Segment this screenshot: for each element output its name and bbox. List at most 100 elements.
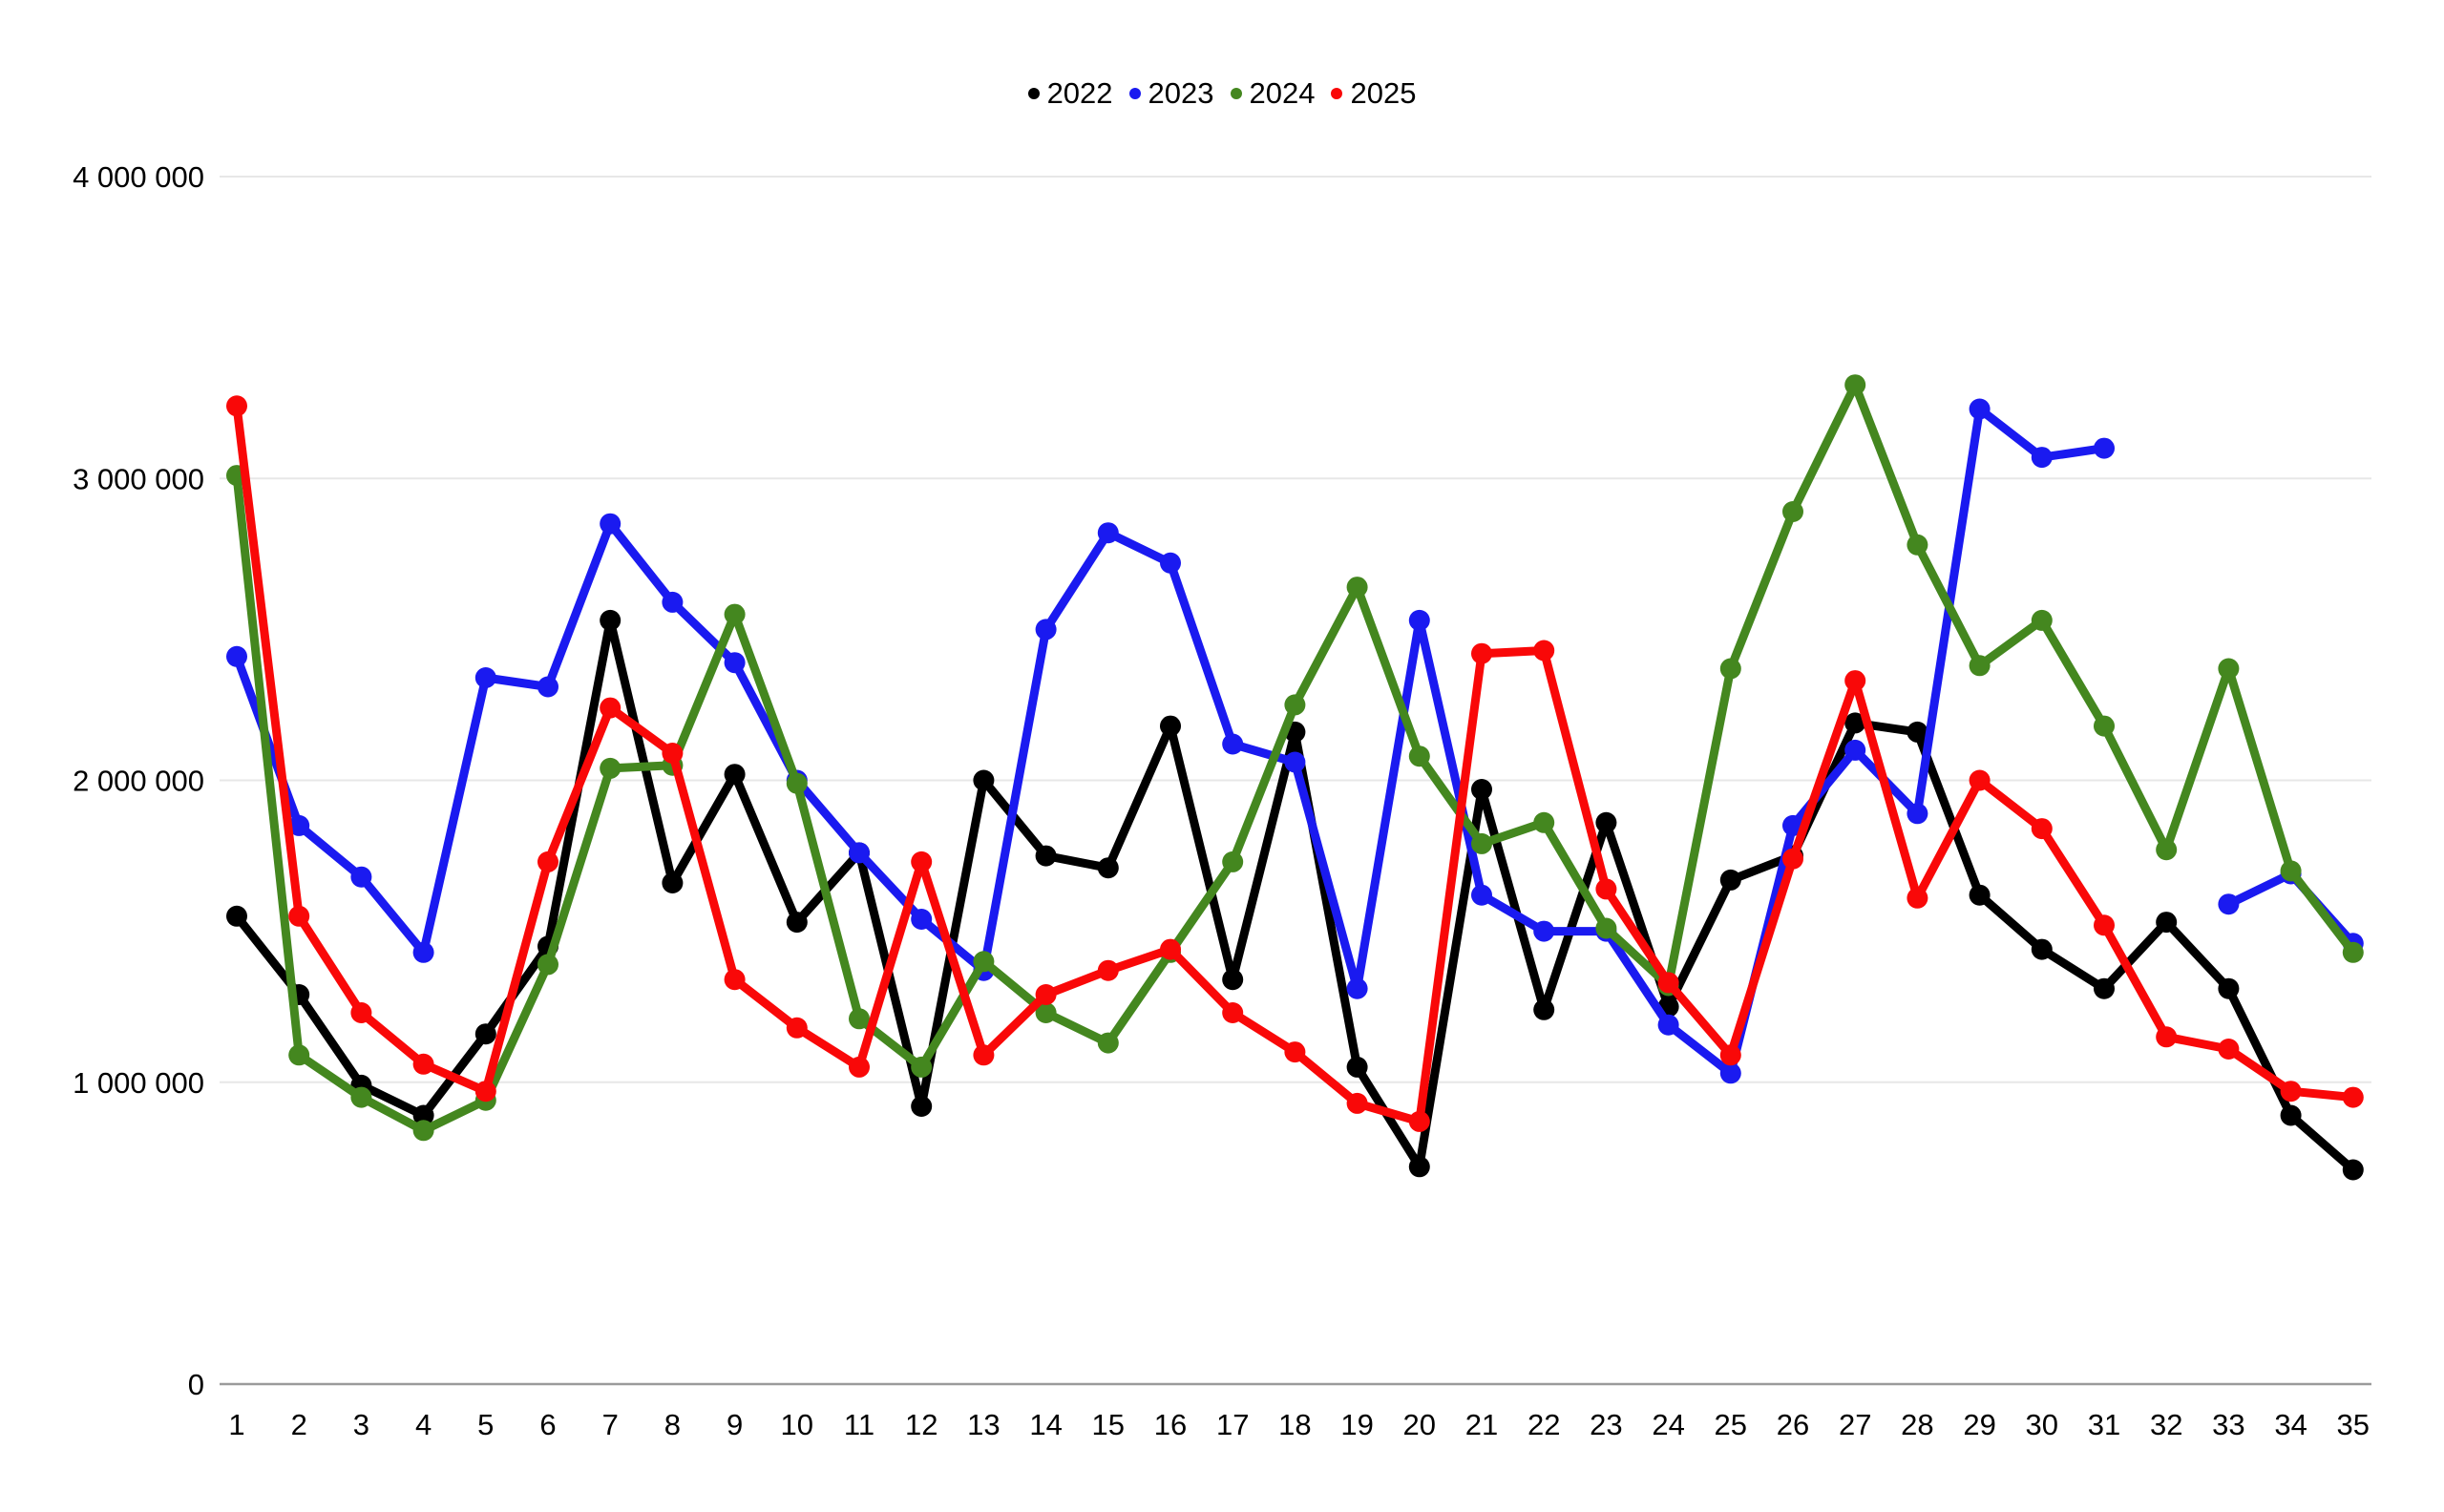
chart-legend: 2022 2023 2024 2025 xyxy=(0,76,2444,111)
y-tick-label-2000000: 2 000 000 xyxy=(73,765,204,798)
data-point-2025-4 xyxy=(412,1053,434,1075)
data-point-2024-21 xyxy=(1471,832,1492,854)
data-point-2023-17 xyxy=(1222,733,1244,755)
x-tick-label-34: 34 xyxy=(2274,1408,2307,1441)
x-tick-label-27: 27 xyxy=(1839,1408,1871,1441)
data-point-2024-19 xyxy=(1346,577,1368,598)
x-tick-label-3: 3 xyxy=(353,1408,369,1441)
data-point-2023-2 xyxy=(288,814,310,836)
x-tick-label-11: 11 xyxy=(844,1408,874,1441)
data-point-2024-20 xyxy=(1408,746,1430,767)
data-point-2024-3 xyxy=(350,1086,372,1108)
data-point-2025-7 xyxy=(600,697,622,719)
data-point-2022-29 xyxy=(1969,884,1991,906)
x-tick-label-4: 4 xyxy=(415,1408,432,1441)
data-point-2025-8 xyxy=(662,743,684,764)
data-point-2024-7 xyxy=(600,757,622,779)
data-point-2025-10 xyxy=(786,1017,808,1039)
legend-label-2024: 2024 xyxy=(1249,76,1316,110)
data-point-2022-9 xyxy=(724,764,746,786)
data-point-2025-13 xyxy=(973,1044,995,1066)
data-point-2025-16 xyxy=(1160,938,1181,960)
data-point-2023-4 xyxy=(412,941,434,963)
legend-item-2022[interactable]: 2022 xyxy=(1027,76,1113,111)
data-point-2024-34 xyxy=(2280,860,2302,882)
data-point-2025-29 xyxy=(1969,769,1991,791)
data-point-2024-9 xyxy=(724,603,746,625)
data-point-2023-20 xyxy=(1408,609,1430,631)
data-point-2022-28 xyxy=(1907,721,1928,743)
y-tick-label-3000000: 3 000 000 xyxy=(73,462,204,495)
data-point-2025-23 xyxy=(1595,878,1617,900)
data-point-2024-10 xyxy=(786,772,808,794)
x-tick-label-1: 1 xyxy=(228,1408,244,1441)
x-tick-label-29: 29 xyxy=(1963,1408,1995,1441)
data-point-2025-2 xyxy=(288,905,310,927)
data-point-2025-20 xyxy=(1408,1110,1430,1132)
data-point-2022-19 xyxy=(1346,1056,1368,1078)
x-tick-label-10: 10 xyxy=(781,1408,813,1441)
x-tick-label-18: 18 xyxy=(1278,1408,1311,1441)
legend-item-2024[interactable]: 2024 xyxy=(1230,76,1316,111)
data-point-2023-3 xyxy=(350,866,372,888)
data-point-2022-21 xyxy=(1471,779,1492,800)
data-point-2023-6 xyxy=(537,676,558,698)
legend-marker-icon-2022 xyxy=(1027,88,1040,99)
legend-item-2023[interactable]: 2023 xyxy=(1128,76,1214,111)
data-point-2023-14 xyxy=(1035,619,1057,640)
data-point-2025-6 xyxy=(537,850,558,872)
data-point-2025-11 xyxy=(849,1056,870,1078)
data-point-2024-28 xyxy=(1907,534,1928,556)
data-point-2023-12 xyxy=(911,909,933,930)
data-point-2023-25 xyxy=(1719,1062,1741,1084)
data-point-2025-26 xyxy=(1782,848,1803,870)
legend-label-2022: 2022 xyxy=(1046,76,1113,110)
data-point-2023-9 xyxy=(724,652,746,674)
x-tick-label-19: 19 xyxy=(1340,1408,1373,1441)
y-tick-label-1000000: 1 000 000 xyxy=(73,1066,204,1100)
x-tick-label-13: 13 xyxy=(967,1408,1000,1441)
data-point-2022-7 xyxy=(600,609,622,631)
data-point-2023-1 xyxy=(226,645,247,667)
x-tick-label-7: 7 xyxy=(602,1408,619,1441)
legend-marker-icon-2023 xyxy=(1128,88,1141,99)
data-point-2024-27 xyxy=(1844,374,1866,396)
data-point-2023-8 xyxy=(662,591,684,613)
data-point-2022-8 xyxy=(662,872,684,893)
data-point-2022-4 xyxy=(412,1104,434,1126)
data-point-2025-15 xyxy=(1097,959,1119,981)
data-point-2022-1 xyxy=(226,905,247,927)
data-point-2024-6 xyxy=(537,954,558,976)
data-point-2024-25 xyxy=(1719,658,1741,680)
data-point-2022-17 xyxy=(1222,969,1244,991)
data-point-2025-1 xyxy=(226,395,247,417)
data-point-2023-28 xyxy=(1907,803,1928,825)
legend-item-2025[interactable]: 2025 xyxy=(1331,76,1416,111)
data-point-2023-16 xyxy=(1160,552,1181,574)
x-tick-label-24: 24 xyxy=(1652,1408,1684,1441)
data-point-2024-31 xyxy=(2094,715,2115,737)
data-point-2025-28 xyxy=(1907,887,1928,909)
data-point-2022-15 xyxy=(1097,857,1119,879)
x-tick-label-21: 21 xyxy=(1465,1408,1498,1441)
data-point-2025-3 xyxy=(350,1002,372,1023)
x-tick-label-17: 17 xyxy=(1216,1408,1249,1441)
data-point-2022-34 xyxy=(2280,1104,2302,1126)
data-point-2023-21 xyxy=(1471,884,1492,906)
data-point-2024-33 xyxy=(2218,658,2240,680)
x-tick-label-16: 16 xyxy=(1154,1408,1187,1441)
legend-label-2025: 2025 xyxy=(1350,76,1417,110)
x-tick-label-22: 22 xyxy=(1528,1408,1560,1441)
data-point-2024-23 xyxy=(1595,917,1617,939)
data-point-2024-2 xyxy=(288,1044,310,1066)
data-point-2022-31 xyxy=(2094,977,2115,999)
data-point-2025-31 xyxy=(2094,914,2115,936)
data-point-2023-11 xyxy=(849,842,870,864)
data-point-2025-17 xyxy=(1222,1002,1244,1023)
data-point-2025-35 xyxy=(2342,1086,2364,1108)
x-tick-label-26: 26 xyxy=(1777,1408,1809,1441)
legend-marker-icon-2025 xyxy=(1331,88,1343,99)
y-tick-label-4000000: 4 000 000 xyxy=(73,160,204,194)
data-point-2024-22 xyxy=(1533,811,1555,833)
